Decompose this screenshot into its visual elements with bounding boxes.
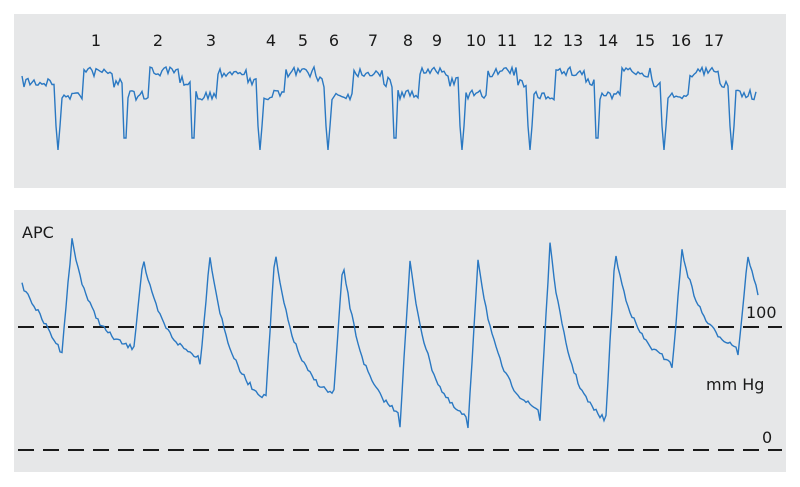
beat-label: 15	[635, 31, 655, 50]
unit-label: mm Hg	[706, 375, 764, 394]
beat-label: 4	[266, 31, 276, 50]
pressure-trace	[21, 238, 759, 429]
beat-label: 13	[563, 31, 583, 50]
beat-label: 12	[533, 31, 553, 50]
beat-label: 1	[91, 31, 101, 50]
ecg-trace	[21, 64, 757, 151]
beat-label: 7	[368, 31, 378, 50]
beat-label: 11	[497, 31, 517, 50]
beat-label: 17	[704, 31, 724, 50]
pressure-panel	[14, 210, 786, 472]
beat-label: 2	[153, 31, 163, 50]
lower-reference-label: 0	[762, 428, 772, 447]
beat-label: 8	[403, 31, 413, 50]
beat-label: 14	[598, 31, 618, 50]
beat-label: 3	[206, 31, 216, 50]
beat-label: 10	[466, 31, 486, 50]
beat-label: 5	[298, 31, 308, 50]
upper-reference-label: 100	[746, 303, 777, 322]
beat-label: 9	[432, 31, 442, 50]
pressure-label: APC	[22, 223, 54, 242]
beat-label: 6	[329, 31, 339, 50]
beat-label: 16	[671, 31, 691, 50]
